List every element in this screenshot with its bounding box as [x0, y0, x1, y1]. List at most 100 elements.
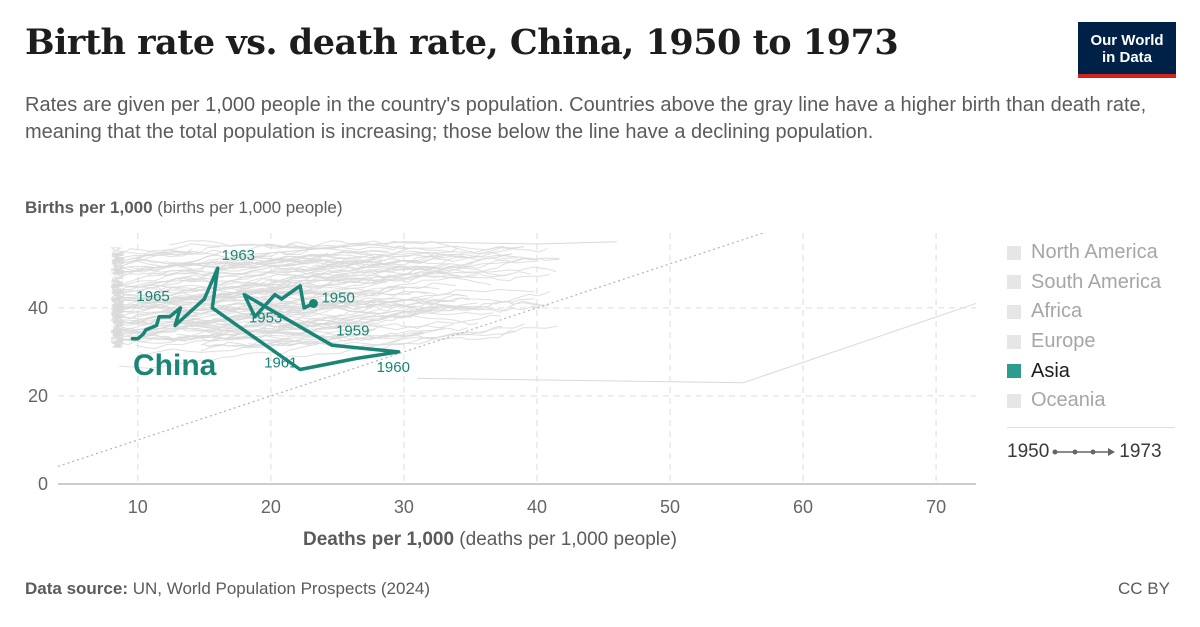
background-country-line	[113, 326, 299, 348]
background-country-line	[208, 328, 445, 347]
china-series-label: China	[133, 349, 217, 382]
y-axis-title-bold: Births per 1,000	[25, 198, 153, 217]
x-tick-label: 10	[128, 497, 148, 517]
equality-reference-line	[57, 232, 764, 467]
y-tick-label: 20	[28, 386, 48, 406]
background-country-line	[111, 321, 306, 343]
legend-label: Europe	[1031, 330, 1096, 353]
scatter-chart: 10 20 30 40 50 60 70 0 20 40 1950 1953 1959 1960 1961 1…	[28, 232, 977, 517]
background-country-line	[142, 279, 386, 304]
background-country-line	[144, 259, 383, 289]
y-axis-title-rest: (births per 1,000 people)	[152, 198, 343, 217]
x-axis-title: Deaths per 1,000 (deaths per 1,000 peopl…	[303, 529, 677, 551]
legend-label: Oceania	[1031, 389, 1106, 412]
year-label: 1965	[136, 288, 169, 305]
owid-logo[interactable]: Our World in Data	[1078, 22, 1176, 78]
logo-line-2: in Data	[1101, 49, 1152, 66]
background-country-line	[113, 260, 309, 287]
timeline-start: 1950	[1007, 441, 1050, 462]
legend-item-asia[interactable]: Asia	[1007, 356, 1161, 386]
background-country-line	[156, 265, 403, 292]
data-source-bold: Data source:	[25, 579, 128, 598]
year-label: 1953	[249, 310, 282, 327]
year-label: 1959	[336, 322, 369, 339]
license-link[interactable]: CC BY	[1118, 579, 1170, 598]
background-country-line	[327, 290, 551, 318]
background-country-line	[128, 318, 354, 338]
background-country-line	[267, 329, 516, 363]
x-tick-label: 50	[660, 497, 680, 517]
background-country-line	[111, 289, 295, 300]
timeline-arrow-icon	[1052, 448, 1116, 456]
legend-swatch	[1007, 393, 1021, 408]
background-country-line	[166, 325, 383, 343]
timeline-end: 1973	[1119, 441, 1162, 462]
x-tick-label: 30	[394, 497, 414, 517]
background-country-line	[112, 282, 309, 304]
background-country-line	[113, 299, 308, 313]
x-axis-title-rest: (deaths per 1,000 people)	[454, 529, 677, 550]
legend-swatch	[1007, 364, 1021, 379]
legend-item-south-america[interactable]: South America	[1007, 268, 1161, 298]
x-tick-label: 70	[926, 497, 946, 517]
legend-label: Africa	[1031, 300, 1083, 323]
chart-title: Birth rate vs. death rate, China, 1950 t…	[25, 22, 899, 63]
background-country-line	[112, 311, 342, 323]
year-label: 1963	[222, 247, 255, 264]
background-country-line	[322, 257, 560, 278]
background-country-line	[208, 282, 456, 307]
legend-label: South America	[1031, 270, 1162, 293]
legend-label: Asia	[1031, 359, 1070, 382]
background-country-line	[168, 240, 408, 251]
background-country-line	[213, 247, 458, 272]
background-country-line	[111, 292, 256, 326]
legend-item-africa[interactable]: Africa	[1007, 297, 1161, 327]
legend-swatch	[1007, 245, 1021, 260]
background-country-line	[244, 241, 617, 256]
background-country-line	[274, 300, 542, 328]
x-tick-label: 60	[793, 497, 813, 517]
background-country-line	[111, 249, 272, 263]
background-country-line	[267, 262, 473, 290]
x-tick-label: 20	[261, 497, 281, 517]
year-label: 1961	[264, 355, 297, 372]
year-label: 1960	[377, 359, 410, 376]
data-source: Data source: UN, World Population Prospe…	[25, 579, 430, 599]
y-tick-label: 0	[38, 474, 48, 494]
legend-label: North America	[1031, 241, 1158, 264]
background-country-line	[237, 277, 492, 309]
background-country-line	[277, 260, 539, 274]
background-country-line	[417, 302, 977, 384]
legend-divider	[1007, 427, 1175, 428]
background-country-line	[240, 326, 503, 350]
legend-swatch	[1007, 275, 1021, 290]
background-country-line	[278, 247, 548, 270]
data-source-text[interactable]: UN, World Population Prospects (2024)	[127, 579, 431, 598]
x-axis-title-bold: Deaths per 1,000	[303, 529, 455, 550]
background-country-line	[265, 241, 525, 251]
background-country-line	[113, 320, 320, 334]
x-tick-label: 40	[527, 497, 547, 517]
legend-item-north-america[interactable]: North America	[1007, 238, 1161, 268]
background-country-line	[270, 245, 524, 283]
china-start-point	[308, 298, 318, 308]
background-country-line	[111, 248, 193, 261]
background-country-line	[112, 280, 291, 313]
continent-legend: North America South America Africa Europ…	[1007, 238, 1161, 416]
y-tick-label: 40	[28, 298, 48, 318]
legend-item-europe[interactable]: Europe	[1007, 327, 1161, 357]
year-label: 1950	[321, 289, 354, 306]
background-country-line	[113, 252, 329, 281]
background-country-line	[119, 332, 349, 369]
legend-swatch	[1007, 304, 1021, 319]
legend-item-oceania[interactable]: Oceania	[1007, 386, 1161, 416]
background-country-line	[224, 323, 468, 341]
background-country-line	[110, 270, 205, 289]
china-trajectory-line	[130, 266, 401, 372]
background-country-line	[248, 311, 494, 333]
legend-swatch	[1007, 334, 1021, 349]
logo-line-1: Our World	[1090, 32, 1164, 49]
chart-subtitle: Rates are given per 1,000 people in the …	[25, 94, 1147, 143]
timeline-indicator[interactable]: 1950 1973	[1007, 441, 1162, 463]
background-country-line	[111, 279, 321, 299]
